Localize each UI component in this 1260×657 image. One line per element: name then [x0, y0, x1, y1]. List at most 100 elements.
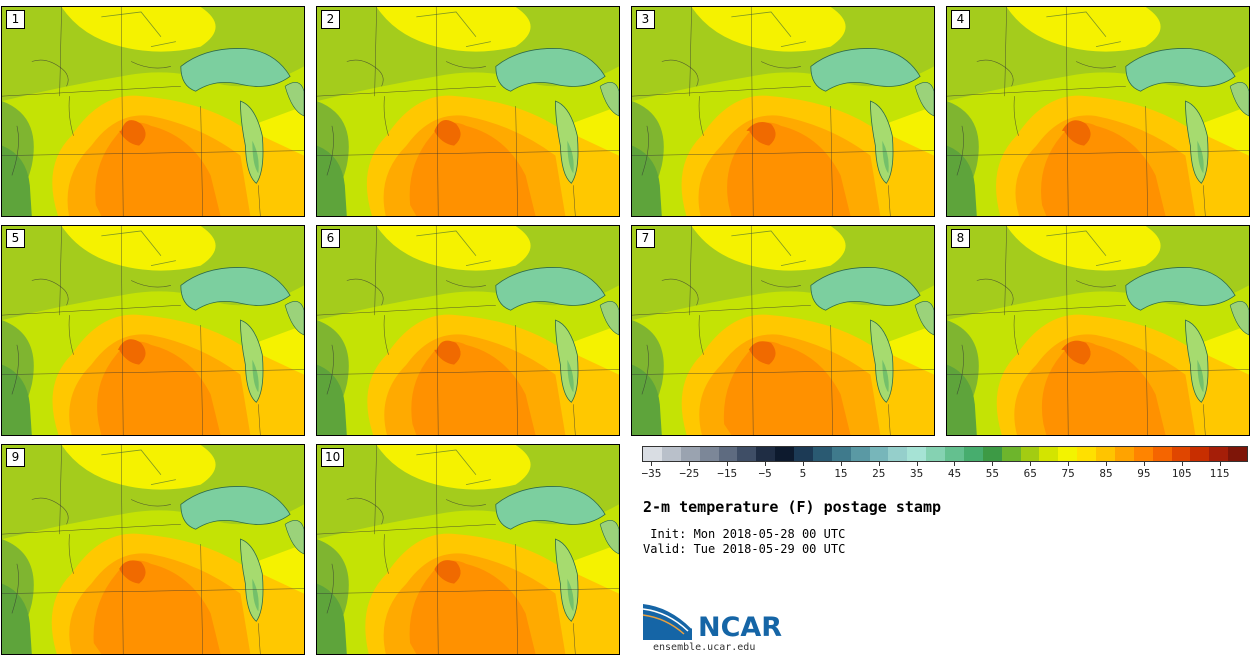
stamp-number: 7 — [636, 229, 655, 248]
stamp-number: 9 — [6, 448, 25, 467]
colorbar-swatch — [661, 447, 681, 461]
colorbar-swatch — [1190, 447, 1210, 461]
colorbar-tick-mark — [727, 462, 729, 466]
stamp-1[interactable]: 1 — [1, 6, 305, 217]
plot-title: 2-m temperature (F) postage stamp — [643, 498, 942, 516]
colorbar-swatch — [1039, 447, 1059, 461]
colorbar-swatch — [812, 447, 832, 461]
stamp-number: 8 — [951, 229, 970, 248]
temperature-map — [317, 7, 619, 216]
colorbar-swatch — [794, 447, 813, 461]
colorbar-tick-label: 25 — [872, 467, 886, 480]
colorbar-swatch — [907, 447, 927, 461]
colorbar-tick-mark — [878, 462, 880, 466]
stamp-number: 4 — [951, 10, 970, 29]
colorbar-tick-label: −15 — [717, 467, 738, 480]
colorbar-swatch — [1133, 447, 1153, 461]
stamp-8[interactable]: 8 — [946, 225, 1250, 436]
colorbar-swatch — [1114, 447, 1134, 461]
colorbar-tick-label: −35 — [641, 467, 662, 480]
ncar-url: ensemble.ucar.edu — [653, 642, 756, 653]
colorbar-tick-mark — [992, 462, 994, 466]
stamp-9[interactable]: 9 — [1, 444, 305, 655]
colorbar-tick-label: 65 — [1023, 467, 1037, 480]
colorbar-swatch — [680, 447, 700, 461]
temperature-map — [947, 7, 1249, 216]
stamp-3[interactable]: 3 — [631, 6, 935, 217]
colorbar-swatch — [756, 447, 776, 461]
colorbar-swatch — [1152, 447, 1172, 461]
colorbar-tick-mark — [802, 462, 804, 466]
stamp-number: 3 — [636, 10, 655, 29]
stamp-5[interactable]: 5 — [1, 225, 305, 436]
colorbar-tick-label: 45 — [947, 467, 962, 480]
colorbar-tick-label: 55 — [985, 467, 999, 480]
colorbar-swatch — [850, 447, 870, 461]
stamp-6[interactable]: 6 — [316, 225, 620, 436]
stamp-number: 6 — [321, 229, 340, 248]
stamp-7[interactable]: 7 — [631, 225, 935, 436]
stamp-number: 1 — [6, 10, 25, 29]
colorbar-tick-mark — [954, 462, 956, 466]
temperature-map — [2, 7, 304, 216]
ncar-logo-text: NCAR — [698, 612, 783, 643]
stamp-10[interactable]: 10 — [316, 444, 620, 655]
temperature-map — [317, 445, 619, 654]
temperature-map — [632, 226, 934, 435]
colorbar-tick-mark — [916, 462, 918, 466]
colorbar-swatch — [1020, 447, 1040, 461]
valid-time: Valid: Tue 2018-05-29 00 UTC — [643, 542, 846, 556]
colorbar-swatch — [982, 447, 1002, 461]
colorbar-tick-label: 5 — [799, 467, 807, 480]
stamp-number: 2 — [321, 10, 340, 29]
colorbar-tick-mark — [651, 462, 653, 466]
colorbar-tick-mark — [840, 462, 842, 466]
colorbar-swatch — [831, 447, 851, 461]
stamp-4[interactable]: 4 — [946, 6, 1250, 217]
init-time: Init: Mon 2018-05-28 00 UTC — [643, 527, 846, 541]
colorbar-tick-label: 115 — [1209, 467, 1230, 480]
colorbar-swatch — [643, 447, 662, 461]
temperature-map — [2, 445, 304, 654]
colorbar-swatch — [718, 447, 738, 461]
ncar-logo-icon — [642, 602, 693, 640]
colorbar-tick-mark — [1030, 462, 1032, 466]
colorbar-swatch — [1001, 447, 1021, 461]
stamp-2[interactable]: 2 — [316, 6, 620, 217]
colorbar-tick-mark — [765, 462, 767, 466]
colorbar-ticks: −35 −25 −15 −5 5 15 25 35 45 55 65 75 85 95 105 115 — [642, 462, 1248, 486]
colorbar-tick-mark — [689, 462, 691, 466]
colorbar-tick-label: 85 — [1099, 467, 1113, 480]
colorbar-swatch — [1058, 447, 1078, 461]
colorbar-tick-mark — [1219, 462, 1221, 466]
colorbar-tick-label: −5 — [758, 467, 772, 480]
colorbar-tick-label: 15 — [834, 467, 848, 480]
colorbar-tick-mark — [1181, 462, 1183, 466]
colorbar-swatch — [775, 447, 794, 461]
colorbar-tick-mark — [1143, 462, 1145, 466]
colorbar-swatch — [1077, 447, 1096, 461]
colorbar-swatch — [1209, 447, 1229, 461]
temperature-colorbar — [642, 446, 1248, 462]
colorbar-swatch — [699, 447, 719, 461]
colorbar-swatch — [1096, 447, 1115, 461]
colorbar-swatch — [926, 447, 945, 461]
colorbar-tick-label: 95 — [1137, 467, 1151, 480]
stamp-number: 10 — [321, 448, 345, 467]
colorbar-tick-label: 105 — [1171, 467, 1192, 480]
colorbar-tick-mark — [1068, 462, 1070, 466]
colorbar-swatch — [737, 447, 757, 461]
colorbar-swatch — [1228, 447, 1247, 461]
temperature-map — [2, 226, 304, 435]
temperature-map — [317, 226, 619, 435]
colorbar-tick-label: 75 — [1061, 467, 1075, 480]
colorbar-swatch — [963, 447, 983, 461]
colorbar-swatch — [888, 447, 908, 461]
temperature-map — [632, 7, 934, 216]
colorbar-swatch — [1171, 447, 1191, 461]
temperature-map — [947, 226, 1249, 435]
stamp-number: 5 — [6, 229, 25, 248]
colorbar-tick-label: 35 — [909, 467, 924, 480]
colorbar-swatch — [869, 447, 889, 461]
colorbar-tick-mark — [1105, 462, 1107, 466]
